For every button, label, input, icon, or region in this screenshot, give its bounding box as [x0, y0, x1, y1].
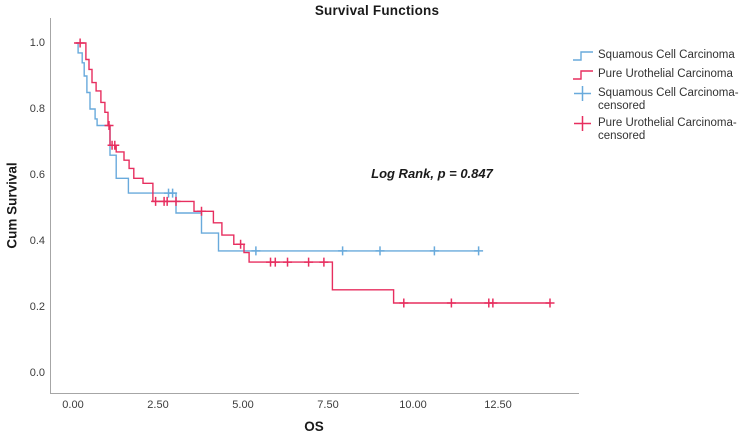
censor-mark — [304, 257, 314, 267]
censor-mark — [168, 188, 178, 198]
x-tick-label: 12.50 — [484, 399, 512, 411]
censor-mark — [197, 206, 206, 216]
km-curve — [74, 42, 550, 304]
censor-mark — [270, 257, 280, 267]
step-line-icon — [572, 66, 598, 83]
censor-mark — [338, 246, 348, 256]
legend-label: Pure Urothelial Carcinoma-censored — [598, 117, 737, 142]
plot-area — [50, 18, 579, 394]
censor-mark — [251, 246, 261, 256]
censor-mark — [162, 196, 172, 206]
y-axis-label: Cum Survival — [4, 162, 20, 249]
km-curves-canvas — [74, 38, 555, 308]
censor-mark — [474, 246, 484, 256]
chart-title: Survival Functions — [314, 3, 440, 18]
y-tick-label: 1.0 — [29, 37, 45, 49]
y-tick-label: 0.8 — [29, 103, 45, 115]
censor-mark — [283, 257, 293, 267]
legend-item: Squamous Cell Carcinoma — [572, 47, 750, 64]
x-tick-label: 10.00 — [399, 399, 427, 411]
legend-item: Pure Urothelial Carcinoma-censored — [572, 115, 750, 143]
legend-item: Squamous Cell Carcinoma-censored — [572, 85, 750, 113]
y-tick-label: 0.0 — [29, 367, 45, 379]
legend-label: Squamous Cell Carcinoma-censored — [598, 87, 739, 112]
x-axis-label: OS — [304, 419, 324, 434]
legend: Squamous Cell Carcinoma Pure Urothelial C… — [572, 47, 750, 143]
censor-mark — [488, 298, 498, 308]
legend-label: Pure Urothelial Carcinoma — [598, 68, 733, 80]
y-tick-label: 0.2 — [29, 301, 45, 313]
y-tick-label: 0.6 — [29, 169, 45, 181]
censor-mark — [171, 196, 181, 206]
censor-mark — [319, 257, 329, 267]
legend-item: Pure Urothelial Carcinoma — [572, 66, 750, 83]
censor-mark — [75, 38, 85, 48]
censor-mark — [429, 246, 439, 256]
censor-mark — [151, 196, 161, 206]
censor-mark — [236, 239, 246, 249]
censor-mark — [375, 246, 385, 256]
x-tick-label: 0.00 — [62, 399, 84, 411]
km-curve — [75, 42, 479, 252]
censored-plus-icon — [572, 115, 598, 132]
legend-label: Squamous Cell Carcinoma — [598, 49, 735, 61]
y-tick-label: 0.4 — [29, 235, 45, 247]
censor-mark — [399, 298, 409, 308]
censor-mark — [104, 121, 114, 130]
x-tick-label: 5.00 — [232, 399, 254, 411]
x-tick-label: 2.50 — [147, 399, 169, 411]
x-tick-label: 7.50 — [317, 399, 339, 411]
censor-mark — [545, 298, 555, 308]
log-rank-annotation: Log Rank, p = 0.847 — [371, 166, 493, 181]
censored-plus-icon — [572, 85, 598, 102]
censor-mark — [110, 140, 120, 150]
step-line-icon — [572, 47, 598, 64]
censor-mark — [446, 298, 456, 308]
